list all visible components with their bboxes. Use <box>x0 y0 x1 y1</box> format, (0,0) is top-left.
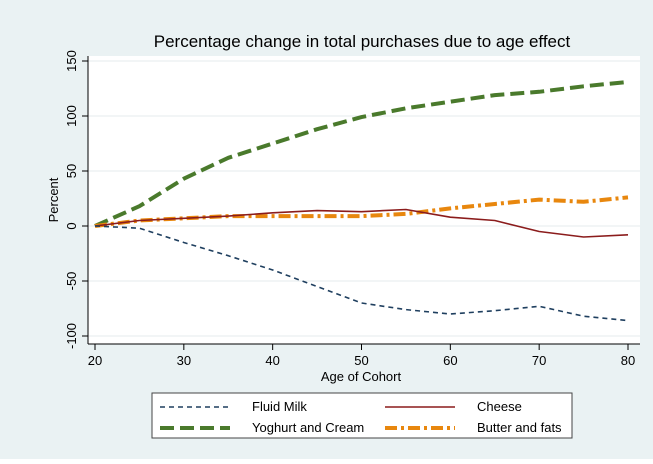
y-tick-label: -50 <box>64 272 79 291</box>
y-tick-label: 150 <box>64 50 79 72</box>
x-axis-label: Age of Cohort <box>321 369 402 384</box>
chart-title: Percentage change in total purchases due… <box>154 32 571 51</box>
legend-label: Butter and fats <box>477 420 562 435</box>
series-line-yoghurt-and-cream <box>94 79 629 228</box>
y-axis-label: Percent <box>46 177 61 222</box>
legend-label: Yoghurt and Cream <box>252 420 364 435</box>
x-tick-label: 40 <box>265 353 279 368</box>
series-line-butter-and-fats <box>94 195 629 228</box>
y-tick-label: -100 <box>64 323 79 349</box>
legend-box <box>151 392 573 439</box>
y-tick-label: 100 <box>64 105 79 127</box>
x-axis-ticks: 20 30 40 50 60 70 80 <box>88 344 635 368</box>
y-axis-ticks: -100 -50 0 50 100 150 <box>64 50 88 349</box>
legend-label: Fluid Milk <box>252 399 307 414</box>
x-tick-label: 60 <box>443 353 457 368</box>
legend: Fluid Milk Cheese Yoghurt and Cream Butter … <box>160 399 562 435</box>
x-tick-label: 30 <box>177 353 191 368</box>
series-line-cheese <box>94 208 629 238</box>
x-tick-label: 20 <box>88 353 102 368</box>
x-tick-label: 70 <box>532 353 546 368</box>
y-tick-label: 50 <box>64 164 79 178</box>
series-line-fluid-milk <box>94 225 629 322</box>
legend-label: Cheese <box>477 399 522 414</box>
gridlines <box>88 60 640 337</box>
x-tick-label: 50 <box>354 353 368 368</box>
series-lines <box>94 79 629 322</box>
y-tick-label: 0 <box>64 222 79 229</box>
x-tick-label: 80 <box>621 353 635 368</box>
